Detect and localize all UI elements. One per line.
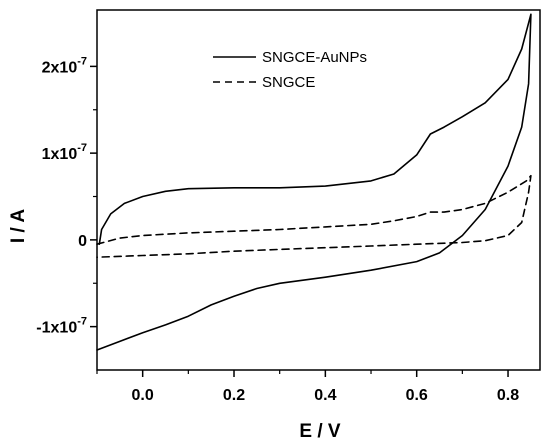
x-tick-label: 0.6 <box>406 387 428 404</box>
y-tick-label: -1x10-7 <box>36 316 87 337</box>
legend-label-sngce-aunps: SNGCE-AuNPs <box>262 49 367 66</box>
plot-frame <box>96 9 541 371</box>
legend: SNGCE-AuNPs SNGCE <box>213 49 367 91</box>
x-tick-label: 0.0 <box>132 387 154 404</box>
x-axis-ticks: 0.0 0.2 0.4 0.6 0.8 <box>96 370 519 404</box>
series-line-sngce <box>96 174 532 258</box>
x-tick-label: 0.2 <box>223 387 245 404</box>
x-axis-title: E / V <box>299 421 341 442</box>
y-tick-label: 2x10-7 <box>42 55 87 76</box>
y-axis-ticks: -1x10-7 0 1x10-7 2x10-7 <box>36 55 97 337</box>
y-tick-label: 0 <box>78 233 87 250</box>
y-tick-label: 1x10-7 <box>42 142 87 163</box>
plot-area <box>96 9 541 371</box>
y-axis-title: I / A <box>8 209 29 243</box>
series-layer <box>96 13 532 351</box>
x-tick-label: 0.8 <box>497 387 519 404</box>
legend-label-sngce: SNGCE <box>262 74 315 91</box>
x-tick-label: 0.4 <box>314 387 336 404</box>
series-line-sngce-aunps <box>96 13 532 351</box>
